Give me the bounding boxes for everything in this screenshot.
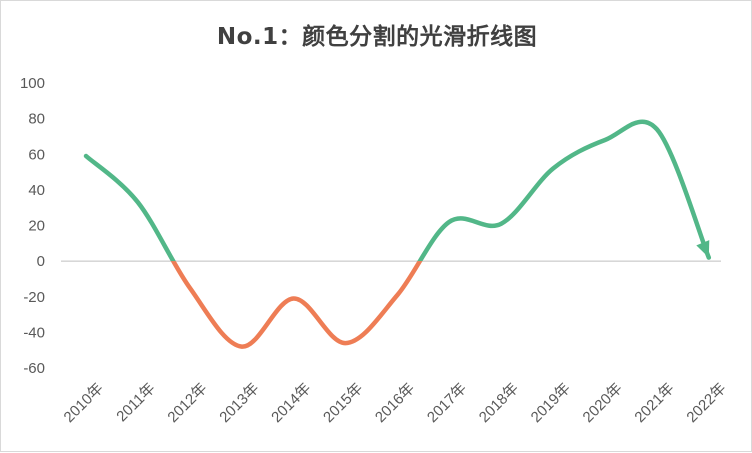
x-tick-label: 2012年 <box>164 380 210 426</box>
x-tick-label: 2014年 <box>268 380 314 426</box>
y-tick-label: -60 <box>23 360 45 377</box>
series-end-arrow <box>696 240 710 258</box>
x-tick-label: 2011年 <box>113 380 158 425</box>
x-tick-label: 2010年 <box>61 380 107 426</box>
data-point <box>187 285 192 290</box>
data-point <box>654 127 659 132</box>
data-point <box>343 341 348 346</box>
data-point <box>603 138 608 143</box>
x-tick-label: 2017年 <box>424 380 470 426</box>
x-tick-label: 2016年 <box>372 380 418 426</box>
data-point <box>447 219 452 224</box>
x-tick-label: 2019年 <box>528 380 574 426</box>
y-tick-label: 80 <box>28 111 45 128</box>
series-line-negative <box>170 261 423 349</box>
x-tick-label: 2018年 <box>476 380 522 426</box>
data-point <box>499 221 504 226</box>
y-tick-label: 100 <box>20 75 45 92</box>
x-tick-label: 2021年 <box>632 380 678 426</box>
data-point <box>291 296 296 301</box>
x-tick-label: 2015年 <box>320 380 366 426</box>
series-line-positive <box>83 119 712 262</box>
y-tick-label: -40 <box>23 324 45 341</box>
data-point <box>551 166 556 171</box>
y-tick-label: 40 <box>28 182 45 199</box>
data-point <box>239 344 244 349</box>
y-tick-label: 20 <box>28 218 45 235</box>
y-tick-label: -20 <box>23 289 45 306</box>
x-tick-label: 2022年 <box>683 380 729 426</box>
data-point <box>135 200 140 205</box>
x-tick-label: 2013年 <box>216 380 262 426</box>
y-tick-label: 0 <box>37 253 45 270</box>
x-tick-label: 2020年 <box>580 380 626 426</box>
data-point <box>84 154 89 159</box>
chart-title: No.1：颜色分割的光滑折线图 <box>216 24 538 50</box>
data-point <box>395 292 400 297</box>
y-tick-label: 60 <box>28 146 45 163</box>
